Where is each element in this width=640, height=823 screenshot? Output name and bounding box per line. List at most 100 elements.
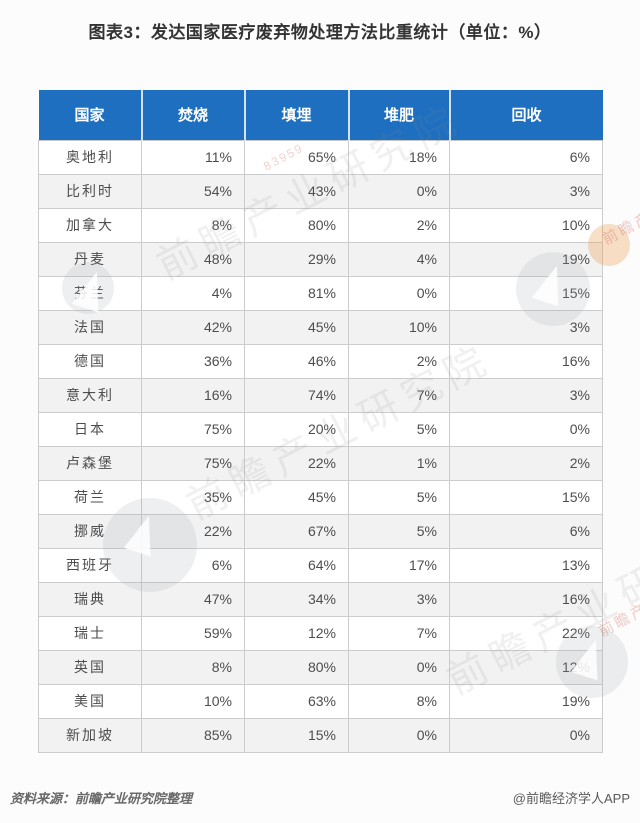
value-cell: 6% — [449, 139, 603, 175]
value-cell: 4% — [348, 241, 450, 277]
value-cell: 17% — [348, 547, 450, 583]
value-cell: 10% — [141, 683, 245, 719]
value-cell: 10% — [449, 207, 603, 243]
value-cell: 5% — [348, 411, 450, 447]
country-cell: 德国 — [38, 343, 142, 379]
value-cell: 5% — [348, 479, 450, 515]
value-cell: 15% — [244, 717, 349, 753]
value-cell: 11% — [141, 139, 245, 175]
column-header: 国家 — [38, 90, 143, 141]
country-cell: 瑞士 — [38, 615, 142, 651]
table-row: 西班牙 6% 64% 17% 13% — [38, 547, 603, 583]
value-cell: 7% — [348, 377, 450, 413]
table-row: 丹麦 48% 29% 4% 19% — [38, 241, 603, 277]
value-cell: 81% — [244, 275, 349, 311]
table-row: 卢森堡 75% 22% 1% 2% — [38, 445, 603, 481]
country-cell: 芬兰 — [38, 275, 142, 311]
country-cell: 比利时 — [38, 173, 142, 209]
value-cell: 3% — [449, 173, 603, 209]
value-cell: 29% — [244, 241, 349, 277]
country-cell: 意大利 — [38, 377, 142, 413]
footer-source: 资料来源：前瞻产业研究院整理 — [10, 791, 193, 806]
value-cell: 0% — [449, 717, 603, 753]
value-cell: 0% — [348, 275, 450, 311]
value-cell: 16% — [449, 343, 603, 379]
value-cell: 74% — [244, 377, 349, 413]
value-cell: 34% — [244, 581, 349, 617]
value-cell: 64% — [244, 547, 349, 583]
value-cell: 22% — [244, 445, 349, 481]
country-cell: 丹麦 — [38, 241, 142, 277]
header-row: 国家 焚烧 填埋 堆肥 回收 — [38, 90, 603, 141]
country-cell: 日本 — [38, 411, 142, 447]
value-cell: 47% — [141, 581, 245, 617]
country-cell: 法国 — [38, 309, 142, 345]
value-cell: 0% — [449, 411, 603, 447]
table-body: 奥地利 11% 65% 18% 6% 比利时 54% 43% 0% 3% 加拿大 8% 80% 2% 10%… — [38, 139, 603, 753]
value-cell: 20% — [244, 411, 349, 447]
country-cell: 荷兰 — [38, 479, 142, 515]
country-cell: 西班牙 — [38, 547, 142, 583]
table-row: 美国 10% 63% 8% 19% — [38, 683, 603, 719]
value-cell: 75% — [141, 445, 245, 481]
table-row: 比利时 54% 43% 0% 3% — [38, 173, 603, 209]
value-cell: 67% — [244, 513, 349, 549]
value-cell: 3% — [348, 581, 450, 617]
table-header: 国家 焚烧 填埋 堆肥 回收 — [38, 90, 603, 141]
value-cell: 54% — [141, 173, 245, 209]
table-row: 日本 75% 20% 5% 0% — [38, 411, 603, 447]
value-cell: 59% — [141, 615, 245, 651]
value-cell: 80% — [244, 207, 349, 243]
value-cell: 0% — [348, 717, 450, 753]
value-cell: 80% — [244, 649, 349, 685]
column-header: 堆肥 — [348, 90, 451, 141]
value-cell: 63% — [244, 683, 349, 719]
value-cell: 16% — [449, 581, 603, 617]
value-cell: 6% — [449, 513, 603, 549]
table-row: 瑞典 47% 34% 3% 16% — [38, 581, 603, 617]
value-cell: 85% — [141, 717, 245, 753]
value-cell: 19% — [449, 241, 603, 277]
value-cell: 3% — [449, 309, 603, 345]
table-row: 英国 8% 80% 0% 12% — [38, 649, 603, 685]
country-cell: 新加坡 — [38, 717, 142, 753]
value-cell: 0% — [348, 173, 450, 209]
value-cell: 2% — [449, 445, 603, 481]
value-cell: 45% — [244, 309, 349, 345]
country-cell: 瑞典 — [38, 581, 142, 617]
value-cell: 48% — [141, 241, 245, 277]
table-row: 芬兰 4% 81% 0% 15% — [38, 275, 603, 311]
value-cell: 5% — [348, 513, 450, 549]
column-header: 填埋 — [244, 90, 350, 141]
value-cell: 18% — [348, 139, 450, 175]
country-cell: 奥地利 — [38, 139, 142, 175]
value-cell: 22% — [449, 615, 603, 651]
value-cell: 7% — [348, 615, 450, 651]
table-row: 瑞士 59% 12% 7% 22% — [38, 615, 603, 651]
value-cell: 35% — [141, 479, 245, 515]
value-cell: 4% — [141, 275, 245, 311]
column-header: 焚烧 — [141, 90, 246, 141]
value-cell: 12% — [449, 649, 603, 685]
table-row: 挪威 22% 67% 5% 6% — [38, 513, 603, 549]
value-cell: 22% — [141, 513, 245, 549]
value-cell: 2% — [348, 207, 450, 243]
value-cell: 43% — [244, 173, 349, 209]
value-cell: 0% — [348, 649, 450, 685]
value-cell: 65% — [244, 139, 349, 175]
value-cell: 8% — [141, 207, 245, 243]
table-row: 荷兰 35% 45% 5% 15% — [38, 479, 603, 515]
value-cell: 75% — [141, 411, 245, 447]
country-cell: 英国 — [38, 649, 142, 685]
table-row: 奥地利 11% 65% 18% 6% — [38, 139, 603, 175]
value-cell: 12% — [244, 615, 349, 651]
data-table: 国家 焚烧 填埋 堆肥 回收 奥地利 11% 65% 18% 6% 比利时 54% 43% 0% 3% 加拿… — [38, 90, 603, 753]
column-header: 回收 — [449, 90, 603, 141]
table-row: 意大利 16% 74% 7% 3% — [38, 377, 603, 413]
value-cell: 3% — [449, 377, 603, 413]
value-cell: 36% — [141, 343, 245, 379]
value-cell: 16% — [141, 377, 245, 413]
chart-title: 图表3：发达国家医疗废弃物处理方法比重统计（单位：%） — [88, 23, 552, 42]
value-cell: 46% — [244, 343, 349, 379]
